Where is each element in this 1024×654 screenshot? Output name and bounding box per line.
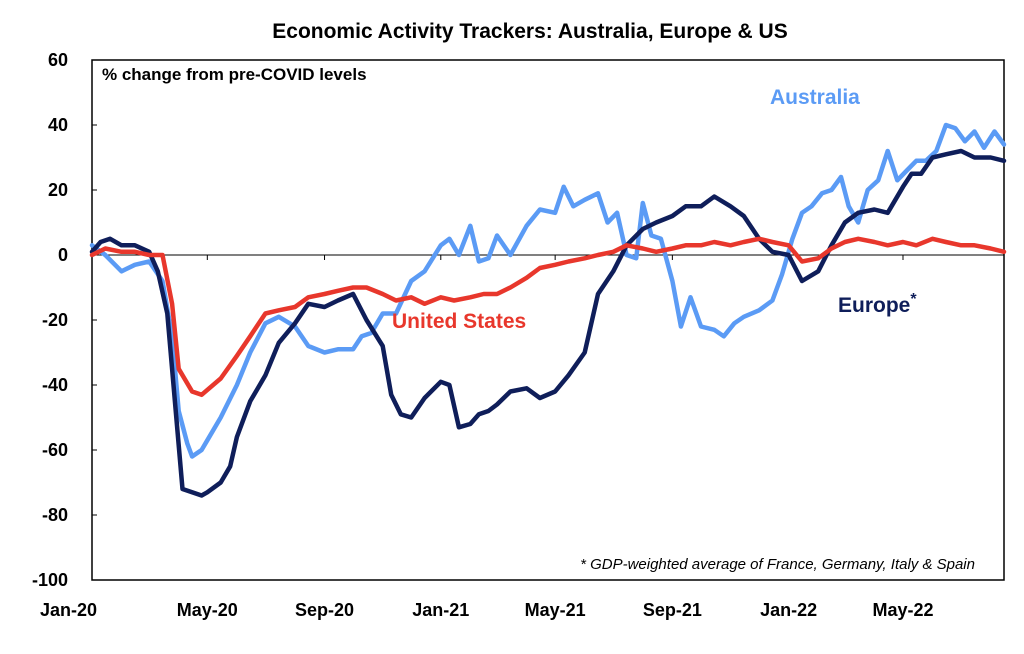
y-tick-label: 60 <box>48 50 68 70</box>
y-tick-label: -20 <box>42 310 68 330</box>
series-label-europe-asterisk: * <box>910 291 917 308</box>
series-line-australia <box>89 122 1007 459</box>
y-tick-label: -80 <box>42 505 68 525</box>
x-axis: Jan-20 May-20 Sep-20 Jan-21 May-21 Sep-21 Jan-… <box>40 255 933 620</box>
series-label-europe: Europe* <box>838 291 917 317</box>
x-tick-label: May-20 <box>177 600 238 620</box>
chart-subtitle: % change from pre-COVID levels <box>102 65 367 84</box>
x-tick-label: Sep-20 <box>295 600 354 620</box>
chart-footnote: * GDP-weighted average of France, German… <box>580 556 975 573</box>
x-tick-label: Sep-21 <box>643 600 702 620</box>
y-tick-label: -60 <box>42 440 68 460</box>
y-tick-label: 0 <box>58 245 68 265</box>
series-label-europe-text: Europe <box>838 294 910 317</box>
x-tick-label: Jan-22 <box>760 600 817 620</box>
x-tick-label: May-22 <box>872 600 933 620</box>
plot-area <box>91 59 1005 581</box>
series-line-europe <box>89 148 1007 498</box>
chart-title: Economic Activity Trackers: Australia, E… <box>272 20 787 43</box>
y-axis: 60 40 20 0 -20 -40 -60 -80 -100 <box>32 50 97 590</box>
y-tick-label: 40 <box>48 115 68 135</box>
series-layer <box>89 122 1007 498</box>
y-tick-label: -40 <box>42 375 68 395</box>
y-tick-label: 20 <box>48 180 68 200</box>
series-line-united-states <box>89 236 1007 398</box>
series-label-united-states: United States <box>392 310 526 333</box>
x-tick-label: May-21 <box>525 600 586 620</box>
x-tick-label: Jan-21 <box>412 600 469 620</box>
x-tick-label: Jan-20 <box>40 600 97 620</box>
y-tick-label: -100 <box>32 570 68 590</box>
series-label-australia: Australia <box>770 86 860 109</box>
